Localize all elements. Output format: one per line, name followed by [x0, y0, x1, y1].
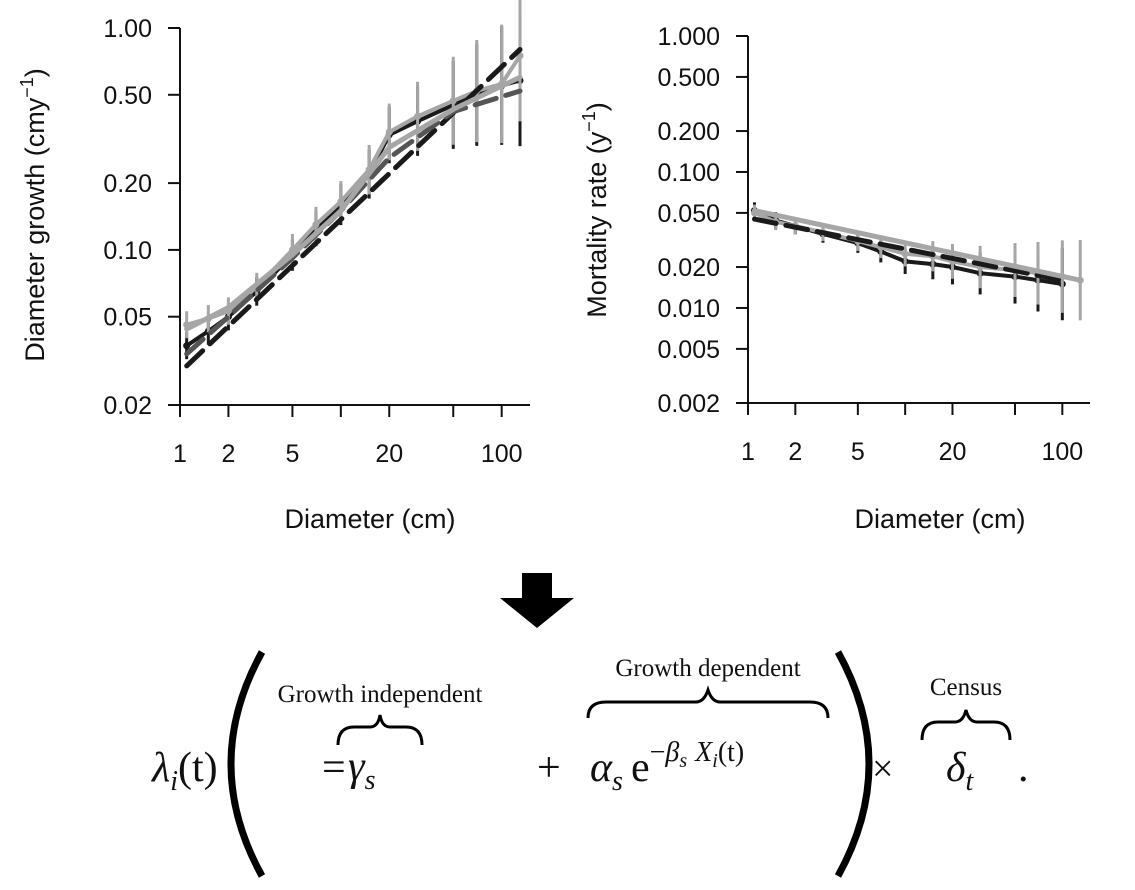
mortality-y-ticks: 0.002 0.005 0.010 0.020 0.050 0.100 0.200 0.500…: [657, 23, 748, 418]
left-y-tick-label: 0.50: [103, 82, 152, 110]
eq-label-growth-dependent: Growth dependent: [615, 655, 800, 682]
growth-plot-area: [183, 0, 524, 369]
eq-brace-growth-independent: [336, 714, 424, 746]
mortality-x-axis-label: Diameter (cm): [854, 504, 1025, 534]
eq-gamma: γs: [348, 744, 376, 796]
mortality-y-axis-label: Mortality rate (y−1): [579, 102, 612, 318]
right-y-tick-label: 1.000: [657, 23, 720, 51]
left-series-1: [183, 0, 524, 339]
right-x-tick-label: 20: [939, 438, 967, 466]
growth-x-ticks: 1 2 5 20 100: [173, 405, 523, 468]
left-x-tick-label: 100: [481, 440, 523, 468]
growth-y-ticks: 0.02 0.05 0.10 0.20 0.50 1.00: [103, 15, 180, 420]
right-y-tick-label: 0.500: [657, 64, 720, 92]
left-y-tick-label: 0.20: [103, 170, 152, 198]
left-x-tick-label: 20: [375, 440, 403, 468]
right-y-tick-label: 0.200: [657, 118, 720, 146]
left-y-tick-label: 0.10: [103, 237, 152, 265]
eq-label-census: Census: [930, 674, 1002, 701]
right-fit-line-3: [752, 208, 1083, 283]
left-y-tick-label: 0.02: [103, 392, 152, 420]
right-x-tick-label: 100: [1041, 438, 1083, 466]
right-x-tick-label: 1: [741, 438, 755, 466]
eq-brace-growth-dependent: [586, 685, 830, 719]
eq-lhs: λi(t): [150, 745, 218, 797]
left-y-tick-label: 1.00: [103, 15, 152, 43]
left-x-tick-label: 2: [221, 440, 235, 468]
mortality-chart: 1 2 5 20 100 0.0020.0050.0100.0200.0500.1000…: [579, 23, 1090, 534]
growth-chart: 1 2 5 20 100 0.02 0.05 0.10 0.20 0.50 1.00 Diamet…: [17, 0, 530, 534]
eq-equals: =: [322, 745, 346, 791]
right-y-tick-label: 0.100: [657, 159, 720, 187]
mortality-equation: λi(t) = Growth independent γs + Growth d…: [150, 650, 1029, 878]
eq-brace-census: [920, 709, 1012, 741]
eq-right-paren: [834, 650, 873, 878]
eq-period: .: [1018, 745, 1029, 791]
left-x-tick-label: 1: [173, 440, 187, 468]
growth-y-axis-label: Diameter growth (cmy−1): [17, 68, 50, 362]
right-fit-line-2: [752, 216, 1065, 283]
right-y-tick-label: 0.005: [657, 336, 720, 364]
down-arrow-icon: [500, 573, 574, 628]
eq-growth-term: αs e−βs Xi(t): [590, 737, 744, 797]
growth-x-axis-label: Diameter (cm): [284, 504, 455, 534]
eq-left-paren: [227, 650, 266, 878]
right-y-tick-label: 0.050: [657, 200, 720, 228]
left-fit-line-2: [184, 47, 523, 369]
right-y-tick-label: 0.010: [657, 295, 720, 323]
left-fit-line-4: [184, 74, 523, 332]
left-fit-line-3: [184, 88, 523, 357]
right-y-tick-label: 0.020: [657, 254, 720, 282]
right-x-tick-label: 5: [851, 438, 865, 466]
eq-times: ×: [872, 748, 893, 790]
mortality-plot-area: [751, 202, 1084, 321]
left-x-tick-label: 5: [285, 440, 299, 468]
right-y-tick-label: 0.002: [657, 390, 720, 418]
left-y-tick-label: 0.05: [103, 304, 152, 332]
eq-plus: +: [537, 745, 561, 791]
eq-delta: δt: [946, 745, 975, 797]
eq-label-growth-independent: Growth independent: [278, 681, 483, 708]
mortality-x-ticks: 1 2 5 20 100: [741, 403, 1083, 466]
right-x-tick-label: 2: [788, 438, 802, 466]
